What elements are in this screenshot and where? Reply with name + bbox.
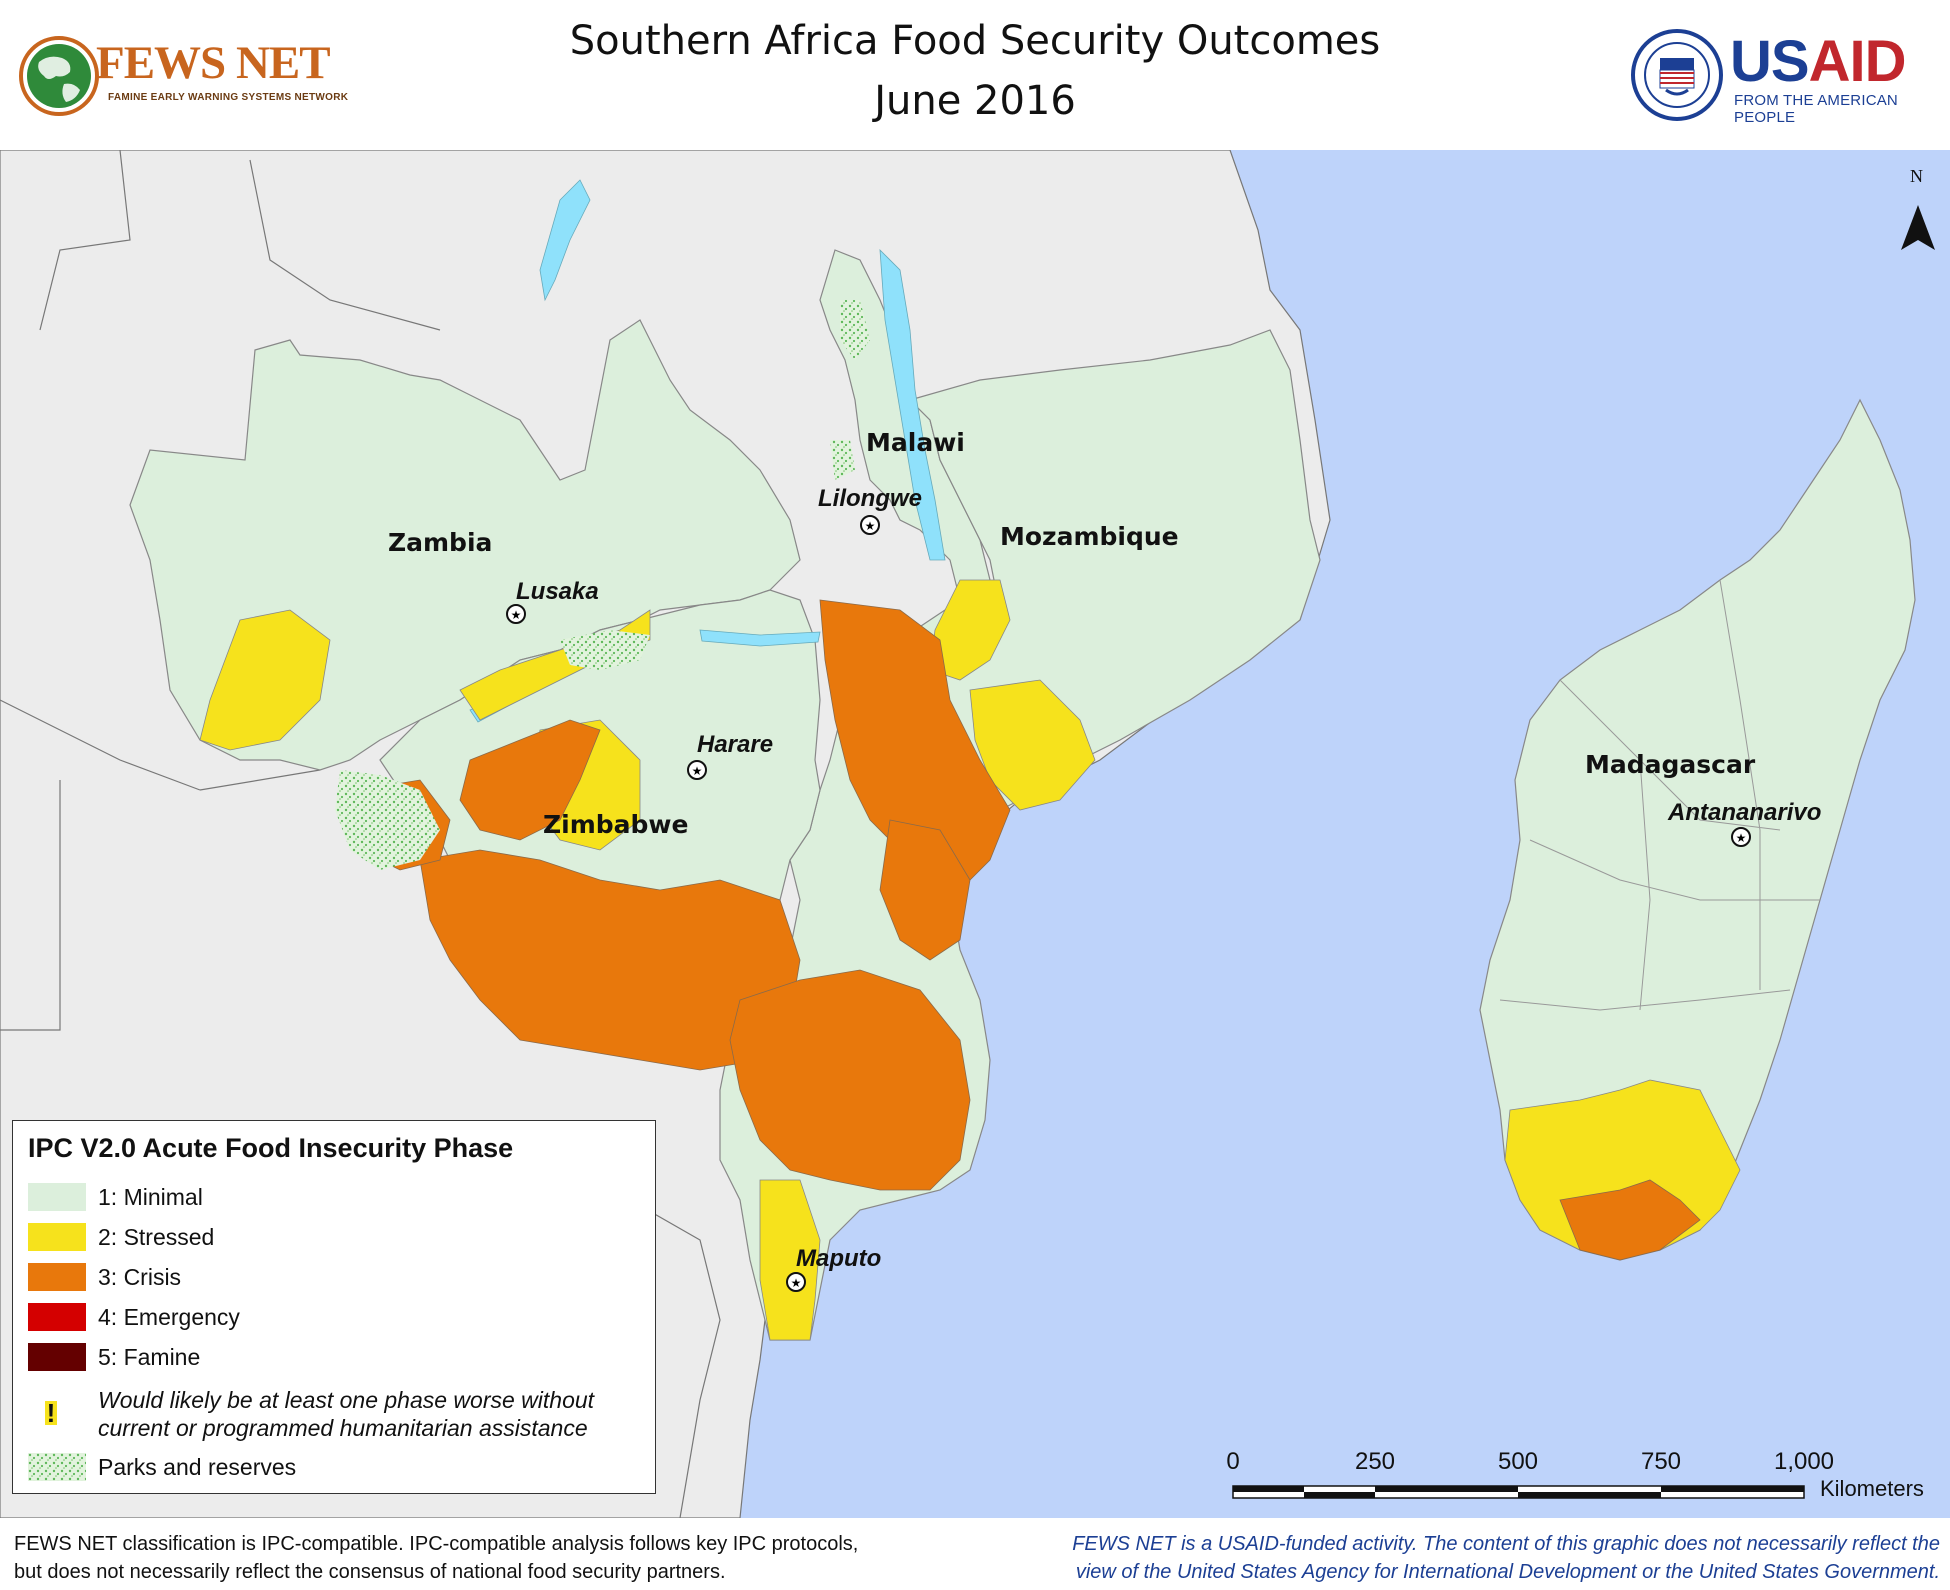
map-canvas: ★ ★ ★ ★ ★ bbox=[0, 149, 1950, 1519]
scale-tick-500: 500 bbox=[1497, 1448, 1539, 1475]
legend-title: IPC V2.0 Acute Food Insecurity Phase bbox=[28, 1133, 514, 1163]
usaid-logo bbox=[1630, 28, 1940, 123]
legend-swatch-stressed bbox=[28, 1223, 86, 1251]
city-marker-lilongwe: ★ bbox=[860, 515, 880, 535]
parks-pattern-icon bbox=[28, 1453, 86, 1481]
footer-disclaimer: FEWS NET is a USAID-funded activity. The… bbox=[1040, 1530, 1940, 1586]
area-crisis-southern-mozambique bbox=[729, 969, 971, 1191]
country-label-zambia: Zambia bbox=[388, 528, 493, 557]
area-stressed-western-zambia bbox=[199, 609, 331, 751]
legend-assistance-note: Would likely be at least one phase worse… bbox=[98, 1386, 594, 1442]
map-title: Southern Africa Food Security Outcomes bbox=[569, 18, 1381, 64]
legend-label-emergency: 4: Emergency bbox=[98, 1304, 240, 1330]
legend-label-stressed: 2: Stressed bbox=[98, 1224, 215, 1250]
legend-swatch-minimal bbox=[28, 1183, 86, 1211]
usaid-logo-tagline: FROM THE AMERICAN PEOPLE bbox=[1734, 92, 1898, 126]
scale-tick-750: 750 bbox=[1640, 1448, 1682, 1475]
country-label-mozambique: Mozambique bbox=[1000, 522, 1179, 551]
city-marker-lusaka: ★ bbox=[506, 604, 526, 624]
legend-assistance-note-line2: current or programmed humanitarian assis… bbox=[98, 1415, 588, 1441]
city-label-harare: Harare bbox=[697, 731, 774, 758]
footer-ipc-note-line1: FEWS NET classification is IPC-compatibl… bbox=[14, 1533, 859, 1555]
legend-label-famine: 5: Famine bbox=[98, 1344, 201, 1370]
footer-disclaimer-line2: view of the United States Agency for Int… bbox=[1075, 1561, 1940, 1583]
humanitarian-assistance-icon: ! bbox=[45, 1398, 57, 1428]
park-malawi-central bbox=[830, 440, 855, 480]
city-label-antananarivo: Antananarivo bbox=[1668, 799, 1822, 826]
fews-net-logo bbox=[14, 32, 324, 122]
lake-malawi bbox=[879, 248, 946, 561]
footer-disclaimer-line1: FEWS NET is a USAID-funded activity. The… bbox=[1072, 1533, 1940, 1555]
park-kafue bbox=[560, 630, 650, 670]
fews-net-logo-tagline: FAMINE EARLY WARNING SYSTEMS NETWORK bbox=[108, 92, 349, 103]
city-marker-antananarivo: ★ bbox=[1731, 827, 1751, 847]
scale-tick-250: 250 bbox=[1354, 1448, 1396, 1475]
legend-label-crisis: 3: Crisis bbox=[98, 1264, 182, 1290]
park-hwange bbox=[335, 770, 440, 870]
svg-text:★: ★ bbox=[865, 519, 876, 533]
country-label-zimbabwe: Zimbabwe bbox=[543, 810, 689, 839]
globe-icon bbox=[19, 36, 99, 116]
svg-text:★: ★ bbox=[511, 608, 522, 622]
scale-unit: Kilometers bbox=[1820, 1476, 1924, 1501]
svg-text:★: ★ bbox=[791, 1276, 802, 1290]
legend-swatch-crisis bbox=[28, 1263, 86, 1291]
legend-assistance-note-line1: Would likely be at least one phase worse… bbox=[98, 1387, 595, 1413]
city-marker-harare: ★ bbox=[687, 760, 707, 780]
scale-tick-1000: 1,000 bbox=[1773, 1448, 1835, 1475]
footer-ipc-note: FEWS NET classification is IPC-compatibl… bbox=[14, 1530, 914, 1586]
city-marker-maputo: ★ bbox=[786, 1272, 806, 1292]
header: FEWS NET FAMINE EARLY WARNING SYSTEMS NE… bbox=[0, 0, 1950, 150]
footer-ipc-note-line2: but does not necessarily reflect the con… bbox=[14, 1561, 726, 1583]
neighbour-boundaries bbox=[0, 149, 721, 1519]
madagascar-boundaries bbox=[1499, 579, 1820, 1011]
scale-tick-0: 0 bbox=[1226, 1448, 1240, 1475]
city-label-lusaka: Lusaka bbox=[516, 578, 599, 605]
city-label-lilongwe: Lilongwe bbox=[818, 485, 922, 512]
usaid-seal-icon bbox=[1631, 29, 1723, 121]
city-label-maputo: Maputo bbox=[796, 1245, 882, 1272]
legend-swatch-emergency bbox=[28, 1303, 86, 1331]
area-crisis-mozambique-east bbox=[879, 819, 971, 961]
lake-tanganyika bbox=[539, 179, 591, 302]
svg-text:★: ★ bbox=[692, 764, 703, 778]
legend-label-parks: Parks and reserves bbox=[98, 1454, 297, 1480]
scale-bar: 0 250 500 750 1,000 Kilometers bbox=[1220, 1448, 1940, 1508]
lake-cahora-bassa bbox=[699, 629, 821, 647]
map-area[interactable]: ★ ★ ★ ★ ★ bbox=[0, 149, 1950, 1519]
svg-text:★: ★ bbox=[1736, 831, 1747, 845]
north-arrow-icon bbox=[1901, 205, 1935, 250]
country-label-madagascar: Madagascar bbox=[1585, 750, 1756, 779]
legend-swatch-famine bbox=[28, 1343, 86, 1371]
usaid-logo-text: USAID bbox=[1730, 29, 1906, 94]
area-crisis-zimbabwe-north bbox=[459, 719, 601, 841]
area-crisis-madagascar-south bbox=[1559, 1179, 1701, 1261]
country-label-malawi: Malawi bbox=[866, 428, 965, 457]
area-stressed-mozambique-coast bbox=[969, 679, 1096, 811]
fews-net-logo-text: FEWS NET bbox=[96, 37, 331, 89]
legend: IPC V2.0 Acute Food Insecurity Phase 1: … bbox=[12, 1120, 656, 1494]
map-subtitle-date: June 2016 bbox=[874, 78, 1076, 124]
scale-bar-graphic bbox=[1232, 1485, 1805, 1499]
area-stressed-maputo bbox=[759, 1179, 821, 1341]
north-label: N bbox=[1910, 166, 1923, 186]
legend-swatch-parks bbox=[28, 1453, 86, 1481]
legend-label-minimal: 1: Minimal bbox=[98, 1184, 203, 1210]
park-malawi-north bbox=[840, 300, 870, 360]
